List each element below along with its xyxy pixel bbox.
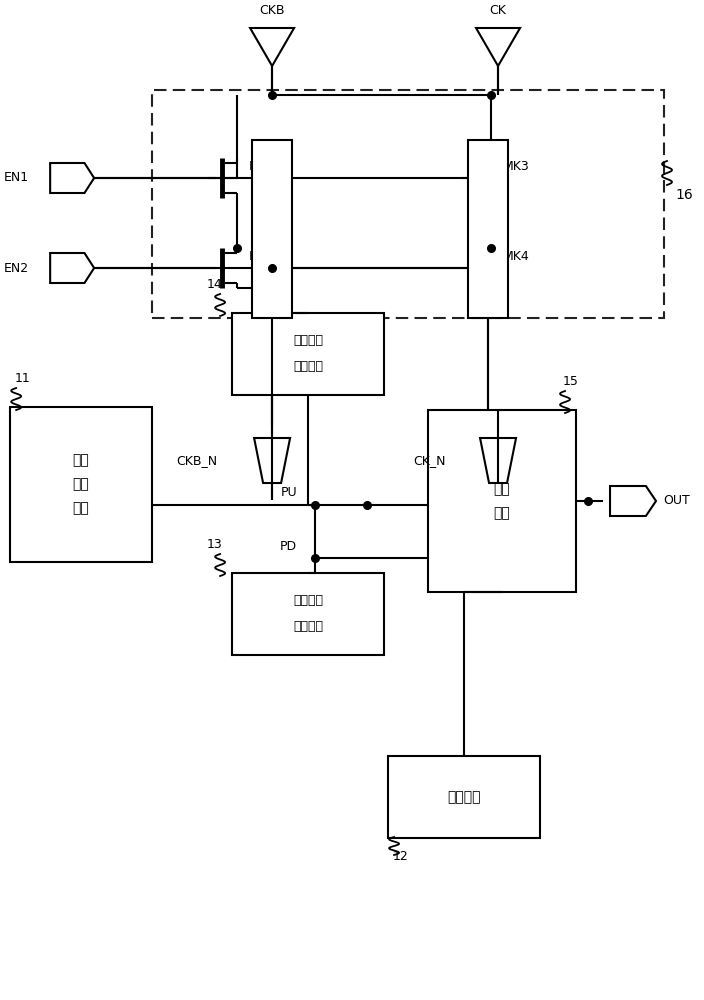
Bar — [232, 313, 384, 395]
Text: MK2: MK2 — [249, 249, 275, 262]
Text: 存储模块: 存储模块 — [447, 790, 481, 804]
Bar — [10, 407, 152, 562]
Text: 14: 14 — [206, 278, 222, 292]
Text: PU: PU — [280, 487, 297, 499]
Bar — [232, 573, 384, 655]
Bar — [388, 756, 540, 838]
Text: CKB: CKB — [259, 3, 285, 16]
Text: 模块: 模块 — [73, 502, 89, 516]
Text: 13: 13 — [206, 538, 222, 551]
Bar — [152, 90, 664, 318]
Text: 下拉节点: 下拉节点 — [293, 334, 323, 348]
Text: CKB_N: CKB_N — [176, 454, 217, 467]
Text: 模块: 模块 — [494, 506, 510, 520]
Text: 上拉节点: 上拉节点 — [293, 594, 323, 607]
Bar — [252, 140, 292, 318]
Text: MK4: MK4 — [503, 249, 529, 262]
Text: MK1: MK1 — [249, 159, 275, 172]
Text: 输入: 输入 — [73, 454, 89, 468]
Text: 输出: 输出 — [494, 482, 510, 496]
Text: 11: 11 — [14, 372, 30, 385]
Text: 16: 16 — [675, 188, 693, 202]
Bar — [428, 410, 576, 592]
Text: PD: PD — [280, 540, 297, 552]
Text: EN1: EN1 — [4, 171, 29, 184]
Text: CK: CK — [489, 3, 506, 16]
Text: OUT: OUT — [663, 494, 690, 508]
Text: 复位: 复位 — [73, 478, 89, 491]
Text: 控制模块: 控制模块 — [293, 360, 323, 373]
Text: 15: 15 — [563, 375, 579, 388]
Text: CK_N: CK_N — [413, 454, 446, 467]
Text: 控制模块: 控制模块 — [293, 620, 323, 634]
Text: MK3: MK3 — [503, 159, 529, 172]
Text: EN2: EN2 — [4, 261, 29, 274]
Text: 12: 12 — [392, 849, 408, 862]
Bar — [468, 140, 508, 318]
